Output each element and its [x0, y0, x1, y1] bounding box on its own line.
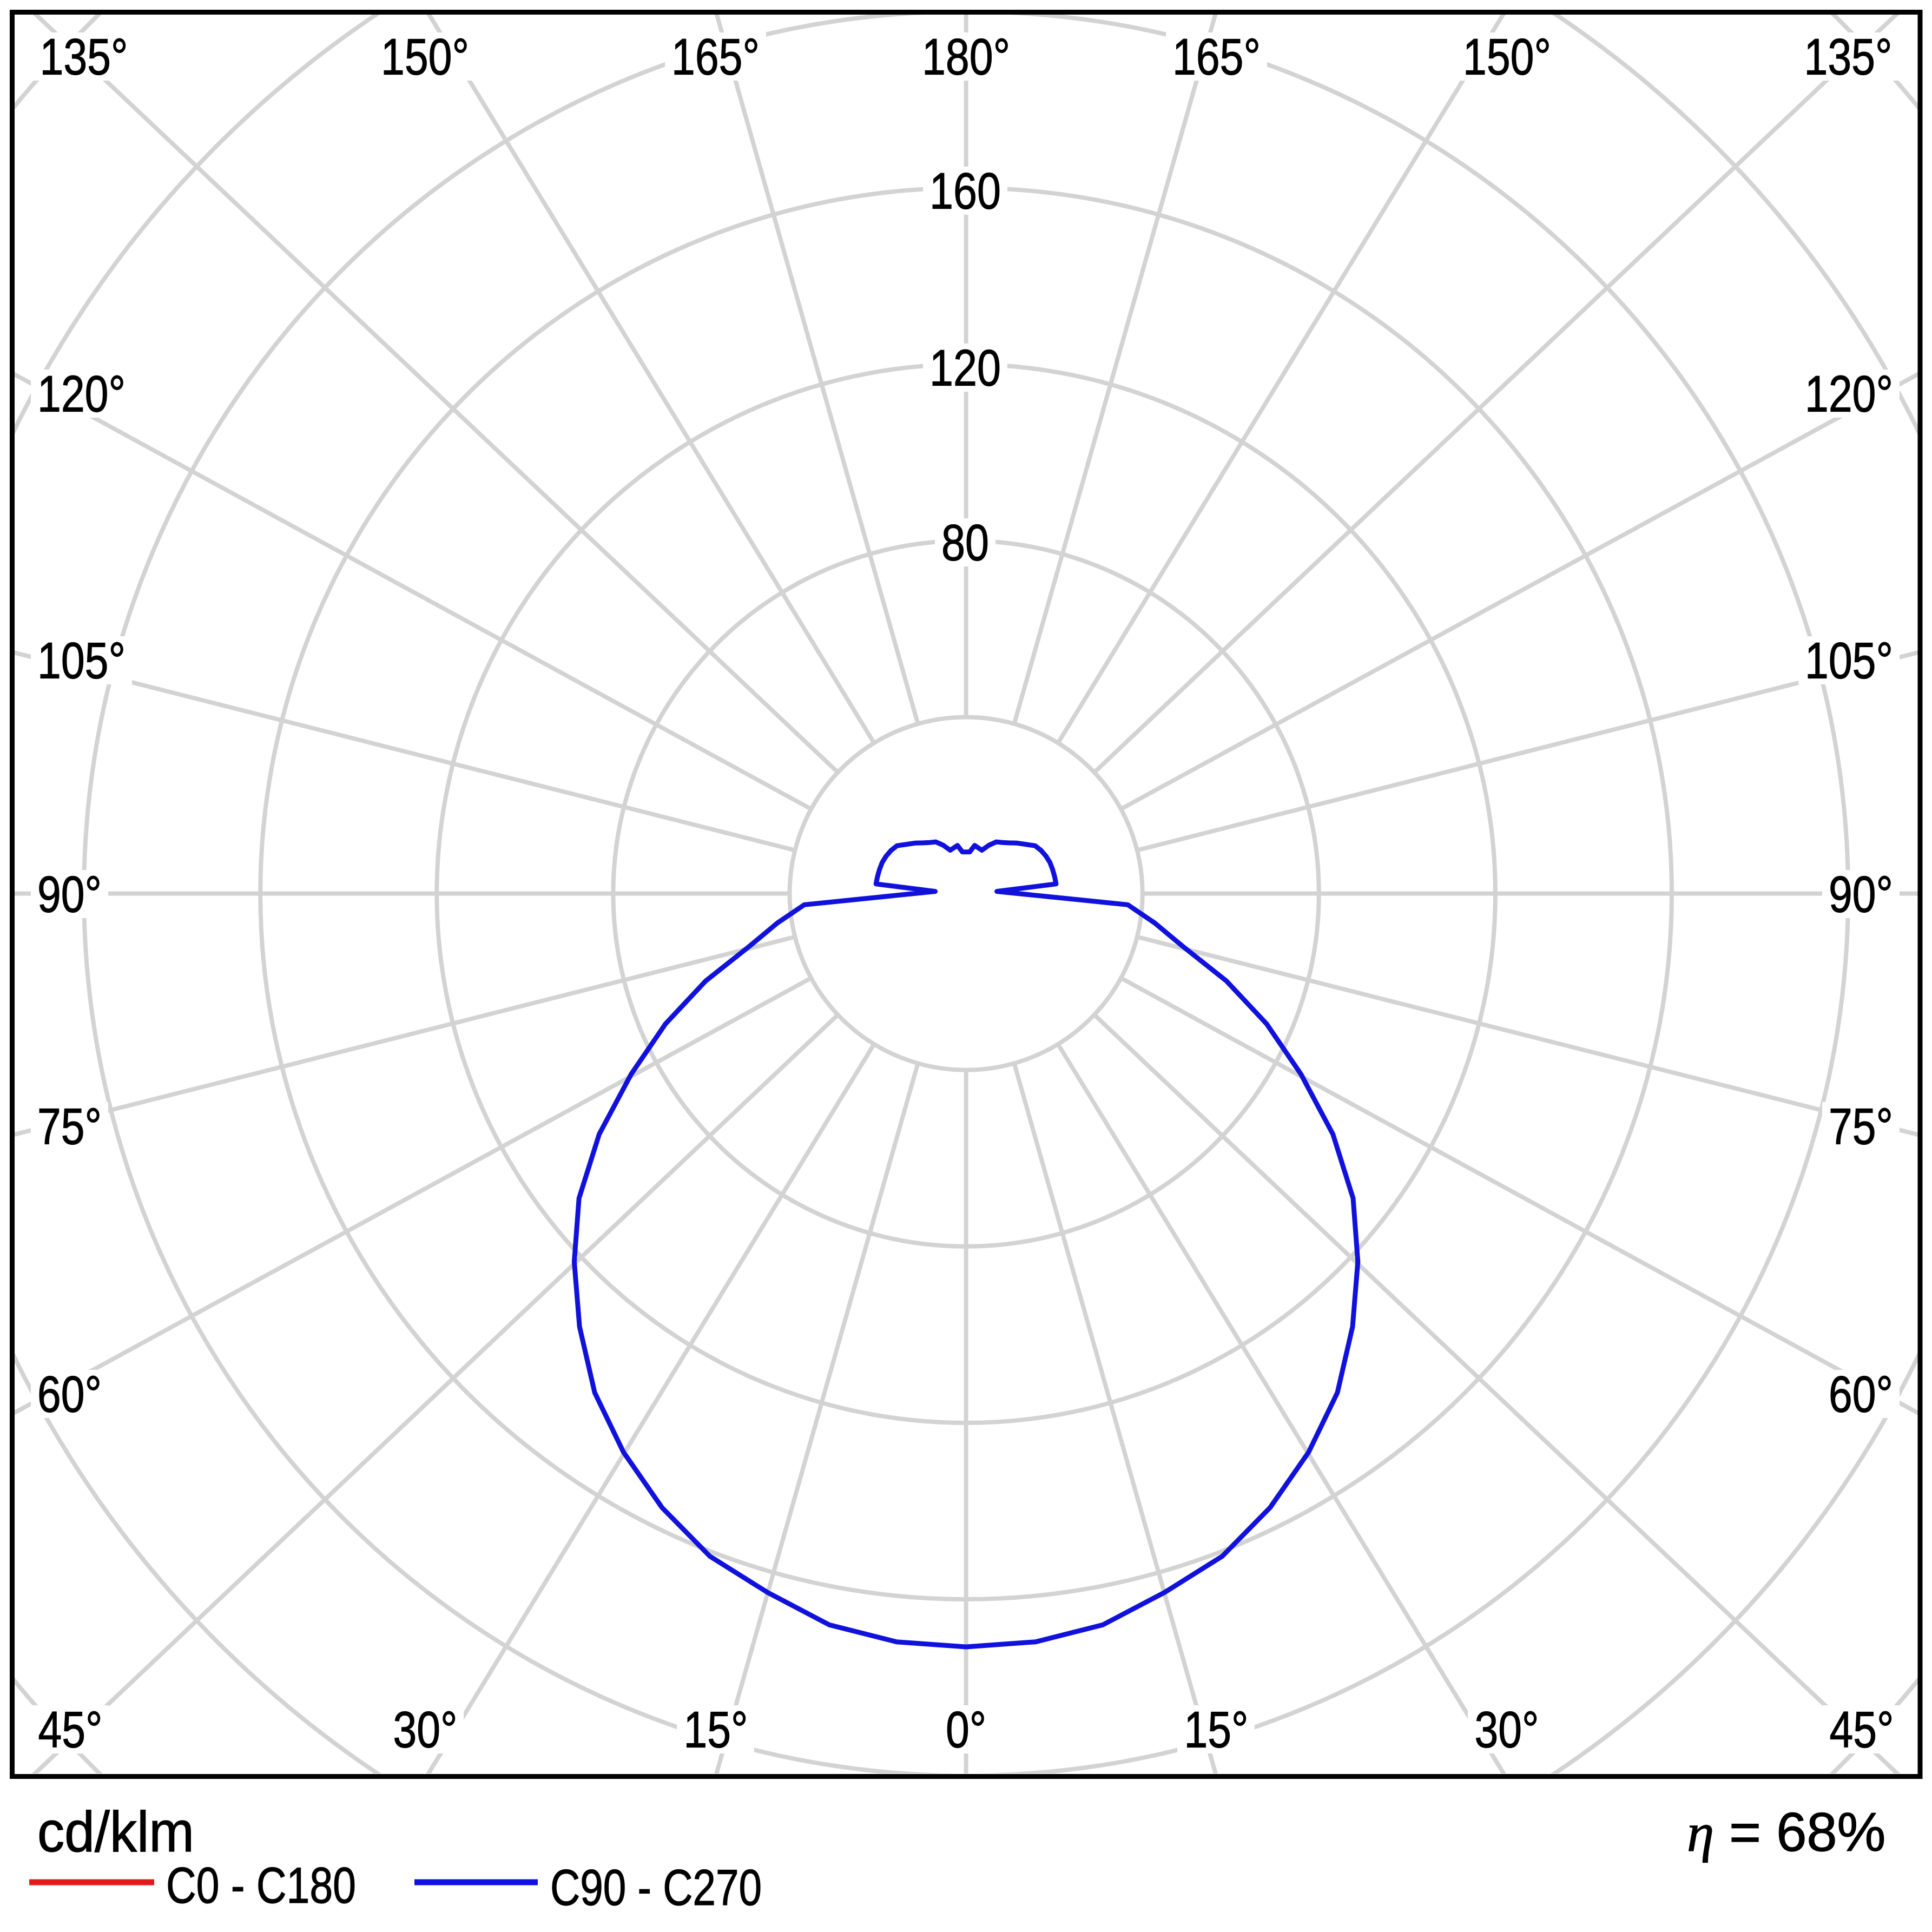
svg-text:75°: 75° — [1829, 1098, 1893, 1156]
svg-text:15°: 15° — [684, 1702, 748, 1759]
svg-text:0°: 0° — [946, 1702, 986, 1759]
svg-text:105°: 105° — [37, 632, 126, 690]
svg-text:C90 - C270: C90 - C270 — [550, 1859, 762, 1916]
svg-text:80: 80 — [941, 515, 989, 572]
svg-text:120: 120 — [929, 340, 1001, 397]
svg-text:60°: 60° — [1829, 1366, 1893, 1423]
svg-text:30°: 30° — [393, 1702, 458, 1759]
svg-text:120°: 120° — [37, 366, 126, 423]
svg-text:135°: 135° — [40, 29, 128, 86]
svg-text:45°: 45° — [1830, 1702, 1894, 1759]
svg-text:15°: 15° — [1184, 1702, 1249, 1759]
svg-text:120°: 120° — [1805, 366, 1893, 423]
svg-text:30°: 30° — [1475, 1702, 1539, 1759]
svg-text:165°: 165° — [671, 29, 760, 86]
svg-text:160: 160 — [929, 163, 1001, 220]
svg-text:150°: 150° — [1463, 29, 1551, 86]
svg-text:η = 68%: η = 68% — [1687, 1802, 1885, 1863]
svg-text:150°: 150° — [381, 29, 469, 86]
svg-text:45°: 45° — [38, 1702, 103, 1759]
svg-text:165°: 165° — [1172, 29, 1261, 86]
svg-text:60°: 60° — [37, 1366, 102, 1423]
svg-text:C0 - C180: C0 - C180 — [166, 1857, 356, 1914]
svg-text:180°: 180° — [922, 29, 1010, 86]
svg-text:90°: 90° — [37, 866, 102, 924]
svg-text:90°: 90° — [1829, 866, 1893, 924]
svg-text:cd/klm: cd/klm — [37, 1800, 194, 1864]
svg-text:105°: 105° — [1805, 632, 1893, 690]
svg-text:135°: 135° — [1804, 29, 1893, 86]
svg-text:75°: 75° — [37, 1098, 102, 1156]
